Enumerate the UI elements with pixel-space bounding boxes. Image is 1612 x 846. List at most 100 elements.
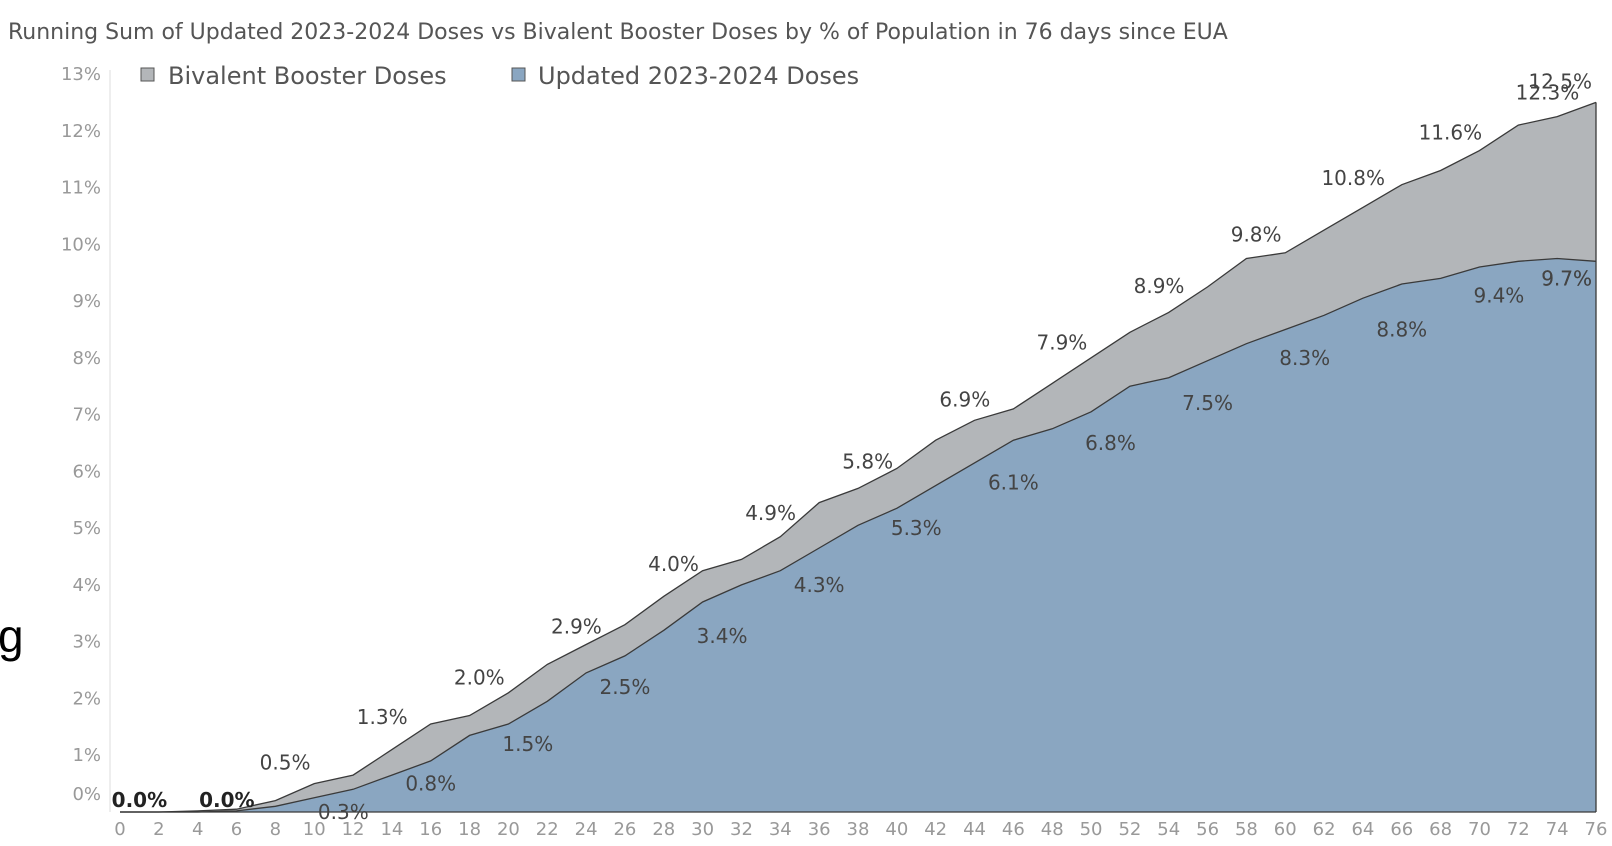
x-tick-label: 32: [730, 819, 753, 840]
y-tick-label: 8%: [72, 348, 101, 369]
x-tick-label: 8: [270, 819, 281, 840]
x-tick-label: 10: [303, 819, 326, 840]
x-tick-label: 58: [1235, 819, 1258, 840]
x-tick-label: 24: [575, 819, 598, 840]
y-axis: 0% 1% 2% 3% 4% 5% 6% 7% 8% 9% 10% 11% 12% 13%: [61, 64, 111, 812]
line-updated-2023-2024-doses: [120, 257, 1597, 813]
x-tick-label: 22: [536, 819, 559, 840]
data-label: 0.5%: [260, 751, 311, 775]
x-tick-label: 16: [419, 819, 442, 840]
x-tick-label: 20: [497, 819, 520, 840]
x-tick-label: 12: [342, 819, 365, 840]
data-label: 12.3%: [1516, 81, 1580, 105]
x-tick-label: 6: [231, 819, 242, 840]
data-label: 1.5%: [502, 732, 553, 756]
x-tick-label: 46: [1002, 819, 1025, 840]
x-tick-label: 42: [924, 819, 947, 840]
x-tick-label: 60: [1274, 819, 1297, 840]
data-label: 10.8%: [1321, 166, 1385, 190]
x-tick-label: 70: [1468, 819, 1491, 840]
data-label: 7.9%: [1037, 331, 1088, 355]
data-label: 0.0%: [199, 788, 254, 812]
x-tick-label: 36: [808, 819, 831, 840]
data-label: 11.6%: [1419, 120, 1483, 144]
data-label: 0.8%: [405, 772, 456, 796]
data-label: 12.5%: [1528, 69, 1592, 93]
x-tick-label: 62: [1313, 819, 1336, 840]
x-tick-label: 18: [458, 819, 481, 840]
y-tick-label: 2%: [72, 688, 101, 709]
data-label: 8.8%: [1376, 317, 1427, 341]
data-label: 0.0%: [112, 788, 167, 812]
legend-label-bivalent: Bivalent Booster Doses: [168, 62, 447, 90]
x-tick-label: 52: [1118, 819, 1141, 840]
legend-label-updated: Updated 2023-2024 Doses: [538, 62, 859, 90]
x-tick-label: 50: [1080, 819, 1103, 840]
x-tick-label: 74: [1546, 819, 1569, 840]
line-bivalent-booster-doses: [120, 101, 1597, 813]
data-labels: 0.0% 0.0%0.5%0.3%1.3%0.8%2.0%1.5%2.9%2.5%…: [112, 69, 1592, 824]
y-tick-label: 5%: [72, 518, 101, 539]
data-label: 5.3%: [891, 516, 942, 540]
x-tick-label: 28: [652, 819, 675, 840]
x-tick-label: 40: [885, 819, 908, 840]
data-label: 3.4%: [697, 624, 748, 648]
y-tick-label: 10%: [61, 234, 101, 255]
data-label: 1.3%: [357, 705, 408, 729]
data-label: 9.7%: [1541, 266, 1592, 290]
y-tick-label: 6%: [72, 461, 101, 482]
x-tick-label: 34: [769, 819, 792, 840]
data-label: 7.5%: [1182, 391, 1233, 415]
x-tick-label: 68: [1429, 819, 1452, 840]
y-tick-label: 9%: [72, 291, 101, 312]
y-tick-label: 12%: [61, 121, 101, 142]
data-label: 8.9%: [1134, 274, 1185, 298]
y-tick-label: 3%: [72, 632, 101, 653]
x-tick-label: 26: [613, 819, 636, 840]
y-tick-label: 4%: [72, 575, 101, 596]
x-tick-label: 30: [691, 819, 714, 840]
legend-swatch-bivalent: [140, 67, 155, 82]
data-label: 6.1%: [988, 471, 1039, 495]
y-tick-label: 7%: [72, 405, 101, 426]
edge-text-fragment: g: [0, 610, 24, 662]
area-updated-2023-2024-doses: [120, 258, 1596, 812]
x-tick-label: 14: [380, 819, 403, 840]
legend-swatch-updated: [511, 67, 526, 82]
data-label: 5.8%: [842, 450, 893, 474]
data-label: 2.9%: [551, 614, 602, 638]
x-tick-label: 54: [1157, 819, 1180, 840]
y-tick-label: 13%: [61, 64, 101, 85]
x-tick-label: 56: [1196, 819, 1219, 840]
data-label: 2.5%: [600, 675, 651, 699]
y-tick-label: 11%: [61, 178, 101, 199]
data-label: 9.7%: [1541, 266, 1592, 290]
data-label: 4.0%: [648, 552, 699, 576]
legend: Bivalent Booster Doses Updated 2023-2024…: [140, 62, 859, 90]
y-tick-label: 0%: [72, 784, 101, 805]
x-tick-label: 64: [1351, 819, 1374, 840]
data-label: 4.3%: [794, 573, 845, 597]
data-label: 9.8%: [1231, 223, 1282, 247]
x-tick-label: 66: [1390, 819, 1413, 840]
data-label: 0.3%: [318, 800, 369, 824]
plot-areas: [120, 101, 1597, 813]
chart-title: Running Sum of Updated 2023-2024 Doses v…: [8, 20, 1228, 45]
data-label: 6.8%: [1085, 431, 1136, 455]
data-label: 9.4%: [1473, 283, 1524, 307]
x-tick-label: 38: [847, 819, 870, 840]
x-tick-label: 76: [1585, 819, 1608, 840]
x-tick-label: 2: [153, 819, 164, 840]
data-label: 4.9%: [745, 501, 796, 525]
y-tick-label: 1%: [72, 745, 101, 766]
x-tick-label: 4: [192, 819, 203, 840]
x-tick-label: 0: [114, 819, 125, 840]
x-tick-label: 48: [1041, 819, 1064, 840]
data-label: 6.9%: [939, 387, 990, 411]
x-axis: 0 2 4 6 8 10 12 14 16 18 20 22 24 26 28 30 32 34 36 38 40 42 4…: [114, 819, 1607, 840]
x-tick-label: 72: [1507, 819, 1530, 840]
x-tick-label: 44: [963, 819, 986, 840]
data-label: 8.3%: [1279, 346, 1330, 370]
data-label: 2.0%: [454, 665, 505, 689]
